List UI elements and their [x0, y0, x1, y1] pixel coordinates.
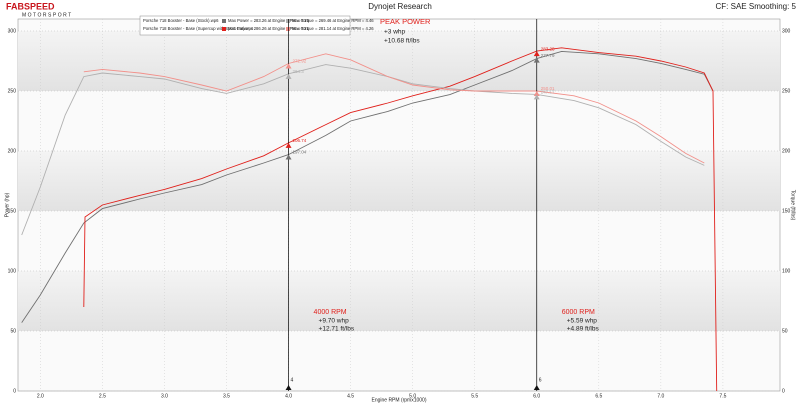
point-marker	[533, 51, 540, 57]
x-tick-label: 5.5	[471, 393, 478, 399]
point-marker	[533, 94, 540, 100]
x-tick-label: 6.0	[533, 393, 540, 399]
x-tick-label: 2.0	[37, 393, 44, 399]
legend-swatch	[286, 27, 290, 31]
x-tick-label: 3.5	[223, 393, 230, 399]
cursor-x-label: 4	[291, 377, 294, 383]
legend-run: Porsche 718 Boxster - Base (Supercup wit…	[143, 26, 254, 31]
peak-note: +3 whp	[384, 29, 406, 36]
cursor-note: +9.70 whp	[319, 318, 350, 325]
cursor-note: +5.59 whp	[567, 318, 598, 325]
cursor-x-label: 6	[539, 377, 542, 383]
point-marker	[533, 90, 540, 96]
x-axis-label: Engine RPM (rpmx1000)	[371, 397, 426, 403]
x-tick-label: 7.0	[657, 393, 664, 399]
cursor-note: +4.89 ft/lbs	[567, 326, 600, 333]
legend-box	[139, 15, 351, 36]
y-tick-label: 0	[13, 388, 16, 394]
x-tick-label: 5.0	[409, 393, 416, 399]
cursor-heading: 6000 RPM	[562, 309, 595, 316]
y-tick-label: 200	[8, 148, 17, 154]
point-marker	[285, 142, 292, 148]
y-tick-label: 100	[8, 268, 17, 274]
y2-tick-label: 250	[782, 88, 791, 94]
y2-tick-label: 200	[782, 148, 791, 154]
y2-tick-label: 100	[782, 268, 791, 274]
legend-entry: Max Torque = 281.14 at Engine RPM = 4.26	[292, 26, 374, 31]
settings: CF: SAE Smoothing: 5	[716, 2, 797, 11]
point-label: 277.79	[541, 53, 555, 58]
y2-tick-label: 0	[782, 388, 785, 394]
y-axis-label: Power (hp)	[4, 192, 10, 217]
y2-tick-label: 300	[782, 28, 791, 34]
point-marker	[285, 63, 292, 69]
band	[18, 271, 780, 331]
cursor-marker	[533, 385, 540, 390]
series-line	[83, 47, 718, 392]
x-tick-label: 6.5	[595, 393, 602, 399]
legend-entry: Max Power = 286.26 at Engine RPM = 6.21	[228, 26, 309, 31]
legend-run: Porsche 718 Boxster - Base (Stock).wp6	[143, 18, 219, 23]
legend-entry: Max Power = 283.26 at Engine RPM = 6.15	[228, 18, 309, 23]
band	[18, 151, 780, 211]
point-label: 206.74	[293, 138, 307, 143]
x-tick-label: 3.0	[161, 393, 168, 399]
cursor-heading: 4000 RPM	[314, 309, 347, 316]
series-line	[21, 50, 714, 323]
x-tick-label: 4.5	[347, 393, 354, 399]
x-tick-label: 2.5	[99, 393, 106, 399]
x-tick-label: 7.5	[719, 393, 726, 399]
point-label: 250.01	[541, 86, 555, 91]
y-tick-label: 300	[8, 28, 17, 34]
y2-tick-label: 150	[782, 208, 791, 214]
band	[18, 31, 780, 91]
brand: FABSPEED	[6, 1, 55, 11]
legend-entry: Max Torque = 269.46 at Engine RPM = 4.46	[292, 18, 374, 23]
y-tick-label: 50	[10, 328, 16, 334]
cursor-marker	[285, 385, 292, 390]
series-line	[83, 53, 705, 164]
point-marker	[285, 73, 292, 79]
cursor-note: +12.71 ft/lbs	[319, 326, 355, 333]
point-label: 272.92	[293, 59, 307, 64]
peak-note: +10.68 ft/lbs	[384, 38, 420, 45]
title: Dynojet Research	[368, 2, 432, 11]
point-label: 247.17	[541, 90, 555, 95]
point-label: 264.3	[293, 69, 305, 74]
legend-swatch	[222, 27, 226, 31]
legend-swatch	[222, 19, 226, 23]
legend-swatch	[286, 19, 290, 23]
point-label: 197.04	[293, 150, 307, 155]
y-tick-label: 150	[8, 208, 17, 214]
series-line	[21, 64, 705, 236]
y-tick-label: 250	[8, 88, 17, 94]
y2-tick-label: 50	[782, 328, 788, 334]
y2-axis-label: Torque (ft/lbs)	[790, 190, 796, 221]
peak-heading: PEAK POWER	[380, 17, 431, 26]
point-marker	[285, 154, 292, 160]
point-marker	[533, 57, 540, 63]
brand-sub: MOTORSPORT	[22, 12, 73, 18]
point-label: 283.28	[541, 46, 555, 51]
x-tick-label: 4.0	[285, 393, 292, 399]
